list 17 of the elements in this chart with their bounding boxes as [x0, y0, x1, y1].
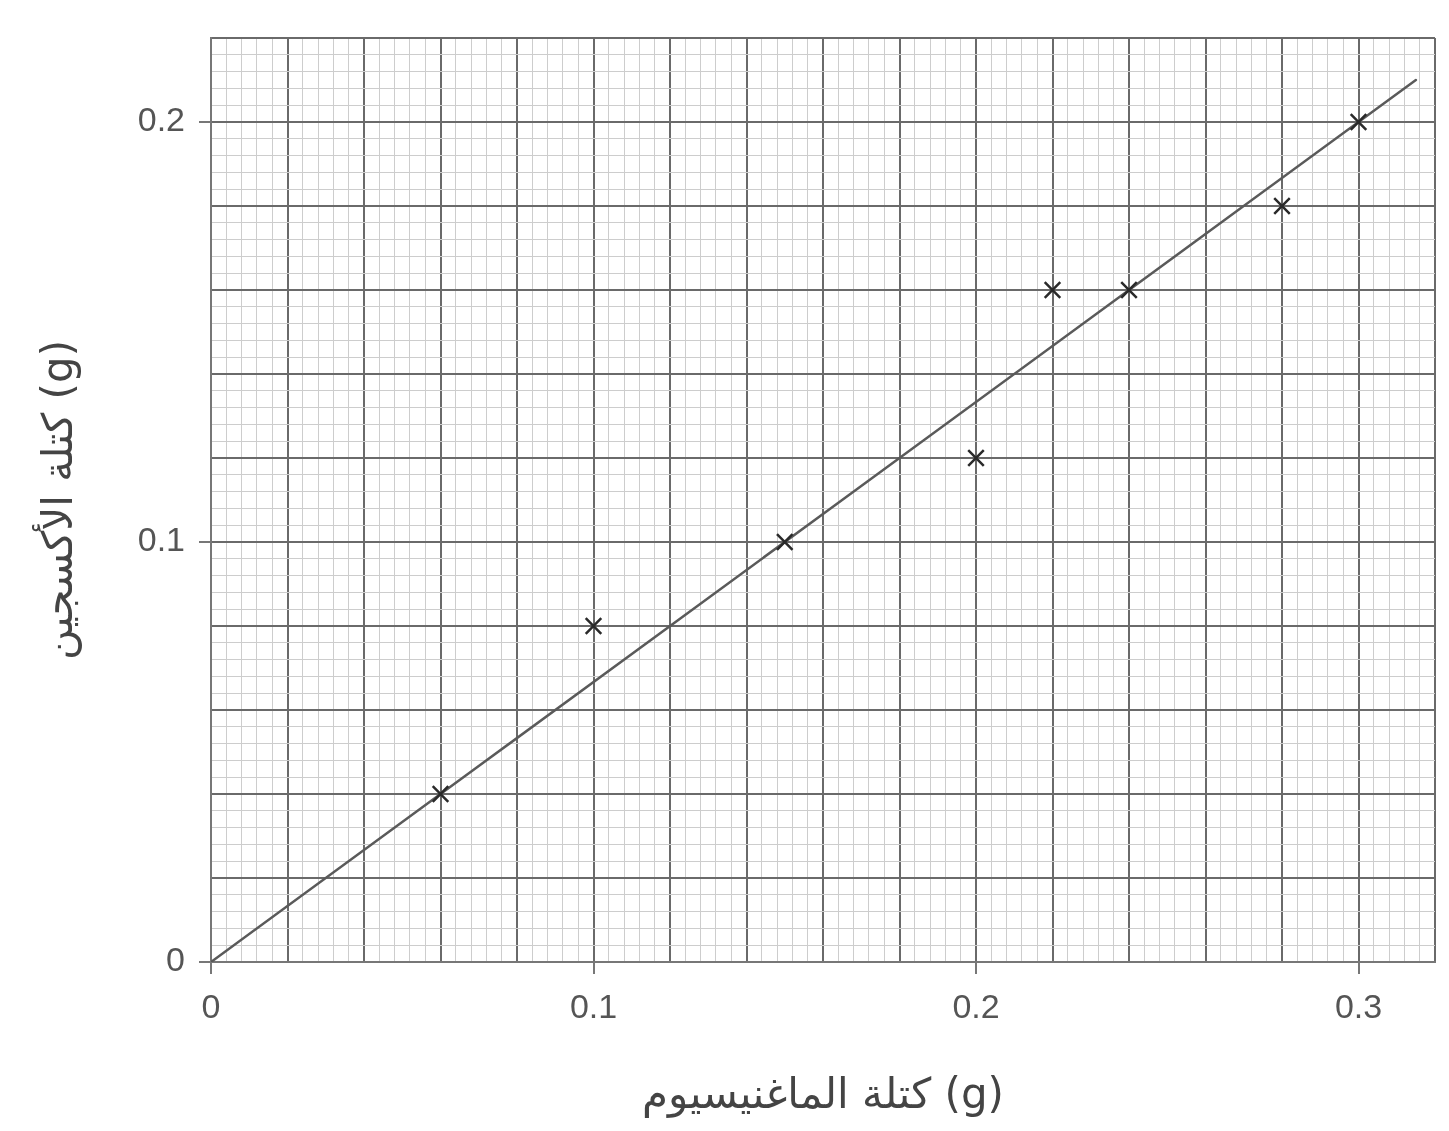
x-tick-label: 0.1 — [569, 986, 618, 1025]
point — [584, 616, 603, 636]
y-tick-label: 0.2 — [137, 100, 185, 139]
x-tick-label: 0.2 — [952, 986, 1000, 1025]
point — [775, 532, 794, 552]
y-tick-label: 0 — [166, 940, 185, 979]
point — [1043, 280, 1062, 300]
point — [431, 784, 450, 804]
x-tick-label: 0 — [201, 986, 221, 1025]
y-tick-label: 0.1 — [137, 520, 185, 559]
x-axis-title: كتلة الماغنيسيوم (g) — [642, 1068, 1004, 1118]
y-axis-title: كتلة الأكسجين (g) — [31, 339, 83, 661]
point — [1272, 196, 1292, 216]
point — [1119, 280, 1139, 300]
point — [1349, 112, 1368, 132]
point — [966, 448, 986, 468]
x-tick-label: 0.3 — [1334, 986, 1383, 1025]
